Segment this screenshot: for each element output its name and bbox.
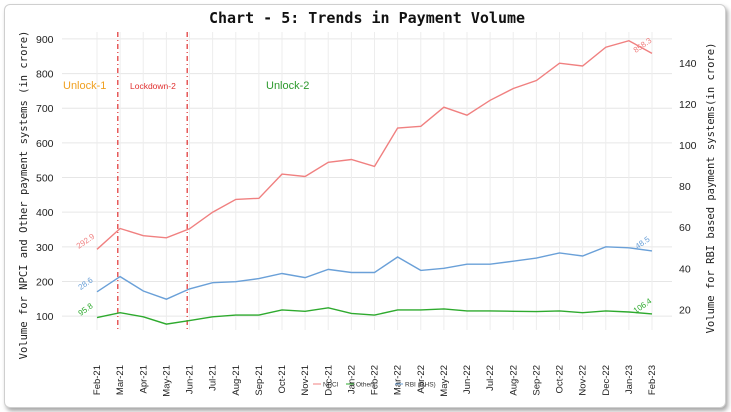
x-tick-label: Feb-22: [370, 365, 381, 395]
x-tick-label: Feb-23: [647, 365, 658, 395]
x-tick-label: Jul-21: [208, 365, 219, 391]
x-tick-label: Nov-21: [300, 365, 311, 396]
y-tick-label: 600: [36, 138, 54, 150]
x-tick-label: Jun-22: [462, 365, 473, 394]
y-tick-label: 700: [36, 103, 54, 115]
y-tick-label: 900: [36, 34, 54, 46]
x-tick-label: Mar-21: [115, 365, 126, 395]
y2-tick-label: 60: [679, 222, 691, 234]
y-tick-label: 800: [36, 69, 54, 81]
y2-tick-label: 120: [679, 99, 697, 111]
x-tick-label: Feb-21: [92, 365, 103, 395]
legend: NPCI Others RBI (RHS): [313, 382, 436, 389]
x-tick-label: Apr-22: [416, 365, 427, 394]
phase-labels: Unlock-1 Lockdown-2 Unlock-2: [63, 80, 309, 92]
y-tick-label: 300: [36, 242, 54, 254]
x-tick-label: Nov-22: [578, 365, 589, 396]
data-label: 106.4: [632, 296, 654, 315]
x-tick-label: Jul-22: [485, 365, 496, 391]
x-tick-label: May-21: [161, 365, 172, 397]
y-axis-right-ticks: 20 40 60 80 100 120 140: [679, 58, 697, 317]
x-tick-label: Oct-22: [555, 365, 566, 394]
data-label: 48.5: [634, 234, 652, 251]
series-line-rbi-rhs: [96, 246, 653, 300]
y2-tick-label: 80: [679, 181, 691, 193]
x-tick-label: Jan-23: [624, 365, 635, 394]
x-tick-label: Sep-22: [531, 365, 542, 396]
chart-title: Chart - 5: Trends in Payment Volume: [209, 9, 525, 27]
y-axis-left-ticks: 100 200 300 400 500 600 700 800 900: [36, 34, 54, 323]
x-tick-label: Aug-22: [508, 365, 519, 396]
x-tick-label: Mar-22: [393, 365, 404, 395]
data-label: 292.9: [75, 232, 97, 251]
y-tick-label: 500: [36, 173, 54, 185]
legend-label: Others: [356, 382, 376, 389]
phase-label: Unlock-1: [63, 80, 106, 92]
y-tick-label: 400: [36, 207, 54, 219]
y2-tick-label: 20: [679, 304, 691, 316]
grid-lines: [62, 32, 672, 330]
series-line-npci: [96, 39, 653, 250]
data-label: 28.6: [77, 275, 95, 292]
legend-item: Others: [346, 382, 376, 389]
series-line-others: [96, 307, 653, 325]
data-label: 95.8: [77, 301, 95, 318]
phase-label: Unlock-2: [266, 80, 309, 92]
x-tick-label: Oct-21: [277, 365, 288, 394]
legend-label: NPCI: [323, 382, 339, 389]
legend-item: RBI (RHS): [395, 382, 436, 389]
series-lines: [96, 39, 653, 325]
x-tick-label: Sep-21: [254, 365, 265, 396]
x-tick-label: Jun-21: [185, 365, 196, 394]
x-tick-label: Dec-22: [601, 365, 612, 396]
phase-label: Lockdown-2: [130, 81, 176, 91]
y-axis-right-label: Volume for RBI based payment systems(in …: [705, 43, 717, 334]
x-tick-label: May-22: [439, 365, 450, 397]
phase-dividers: [117, 32, 188, 330]
x-tick-label: Apr-21: [138, 365, 149, 394]
y2-tick-label: 40: [679, 263, 691, 275]
y-tick-label: 200: [36, 276, 54, 288]
y2-tick-label: 100: [679, 140, 697, 152]
y-axis-left-label: Volume for NPCI and Other payment system…: [18, 31, 30, 360]
x-tick-label: Aug-21: [231, 365, 242, 396]
legend-label: RBI (RHS): [405, 382, 436, 389]
x-tick-label: Jan-22: [346, 365, 357, 394]
y-tick-label: 100: [36, 311, 54, 323]
legend-item: NPCI: [313, 382, 339, 389]
y2-tick-label: 140: [679, 58, 697, 70]
x-tick-label: Dec-21: [323, 365, 334, 396]
x-axis-ticks: Feb-21 Mar-21 Apr-21 May-21 Jun-21 Jul-21 Aug-…: [92, 365, 658, 397]
